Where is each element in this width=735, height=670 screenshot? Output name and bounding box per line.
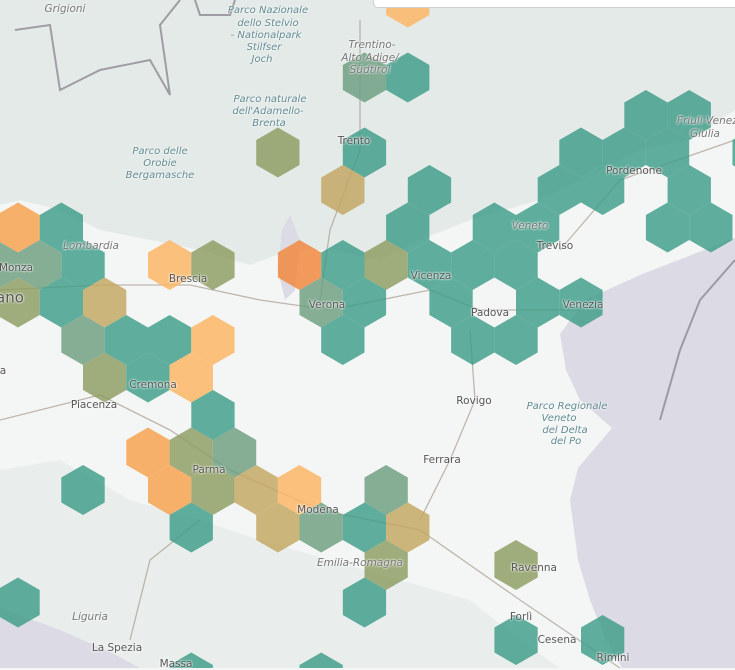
label-stelvio-1: Parco Nazionale [228,6,308,16]
label-stelvio-3: - Nationalpark [231,31,302,41]
label-lombardia: Lombardia [63,241,119,252]
label-adamello-3: Brenta [252,119,286,129]
label-vicenza: Vicenza [411,271,452,282]
label-delta-po-3: del Delta [542,426,587,436]
label-treviso: Treviso [537,241,573,252]
label-venezia: Venezia [563,300,604,311]
label-milano: ano [0,291,24,306]
label-pordenone: Pordenone [606,166,662,177]
label-orobie-2: Orobie [143,159,176,169]
label-brescia: Brescia [169,274,207,285]
label-rovigo: Rovigo [456,396,491,407]
label-emilia-romagna: Emilia-Romagna [317,558,403,569]
label-cremona: Cremona [129,380,177,391]
label-grigioni: Grigioni [45,4,86,15]
label-verona: Verona [309,300,345,311]
label-forli: Forlì [510,612,532,623]
label-partial-town: a [0,366,6,377]
label-friuli-2: Giulia [690,129,720,140]
label-trento: Trento [338,136,371,147]
label-stelvio-5: Joch [252,55,273,65]
label-rimini: Rimini [597,653,630,664]
label-modena: Modena [297,505,339,516]
label-piacenza: Piacenza [71,400,117,411]
label-trentino-3: Südtirol [350,65,391,76]
label-trentino-1: Trentino- [349,40,396,51]
label-veneto: Veneto [512,221,549,232]
label-la-spezia: La Spezia [92,643,142,654]
label-ferrara: Ferrara [423,455,461,466]
label-adamello-2: dell'Adamello- [232,107,303,117]
label-delta-po-4: del Po [551,437,582,447]
label-trentino-2: Alto Adige/ [341,53,398,64]
label-monza: Monza [0,263,33,274]
label-orobie-3: Bergamasche [126,171,195,181]
label-liguria: Liguria [72,612,108,623]
label-adamello-1: Parco naturale [234,95,307,105]
label-orobie-1: Parco delle [132,147,187,157]
label-padova: Padova [471,308,509,319]
label-cesena: Cesena [538,635,577,646]
label-ravenna: Ravenna [511,563,557,574]
label-parma: Parma [192,465,225,476]
label-stelvio-2: dello Stelvio [237,19,298,29]
label-friuli-1: Friuli-Venezia [677,116,735,127]
label-delta-po-1: Parco Regionale [527,402,608,412]
label-stelvio-4: Stilfser [247,43,282,53]
label-delta-po-2: Veneto [542,414,577,424]
map-control-panel[interactable] [373,0,735,8]
